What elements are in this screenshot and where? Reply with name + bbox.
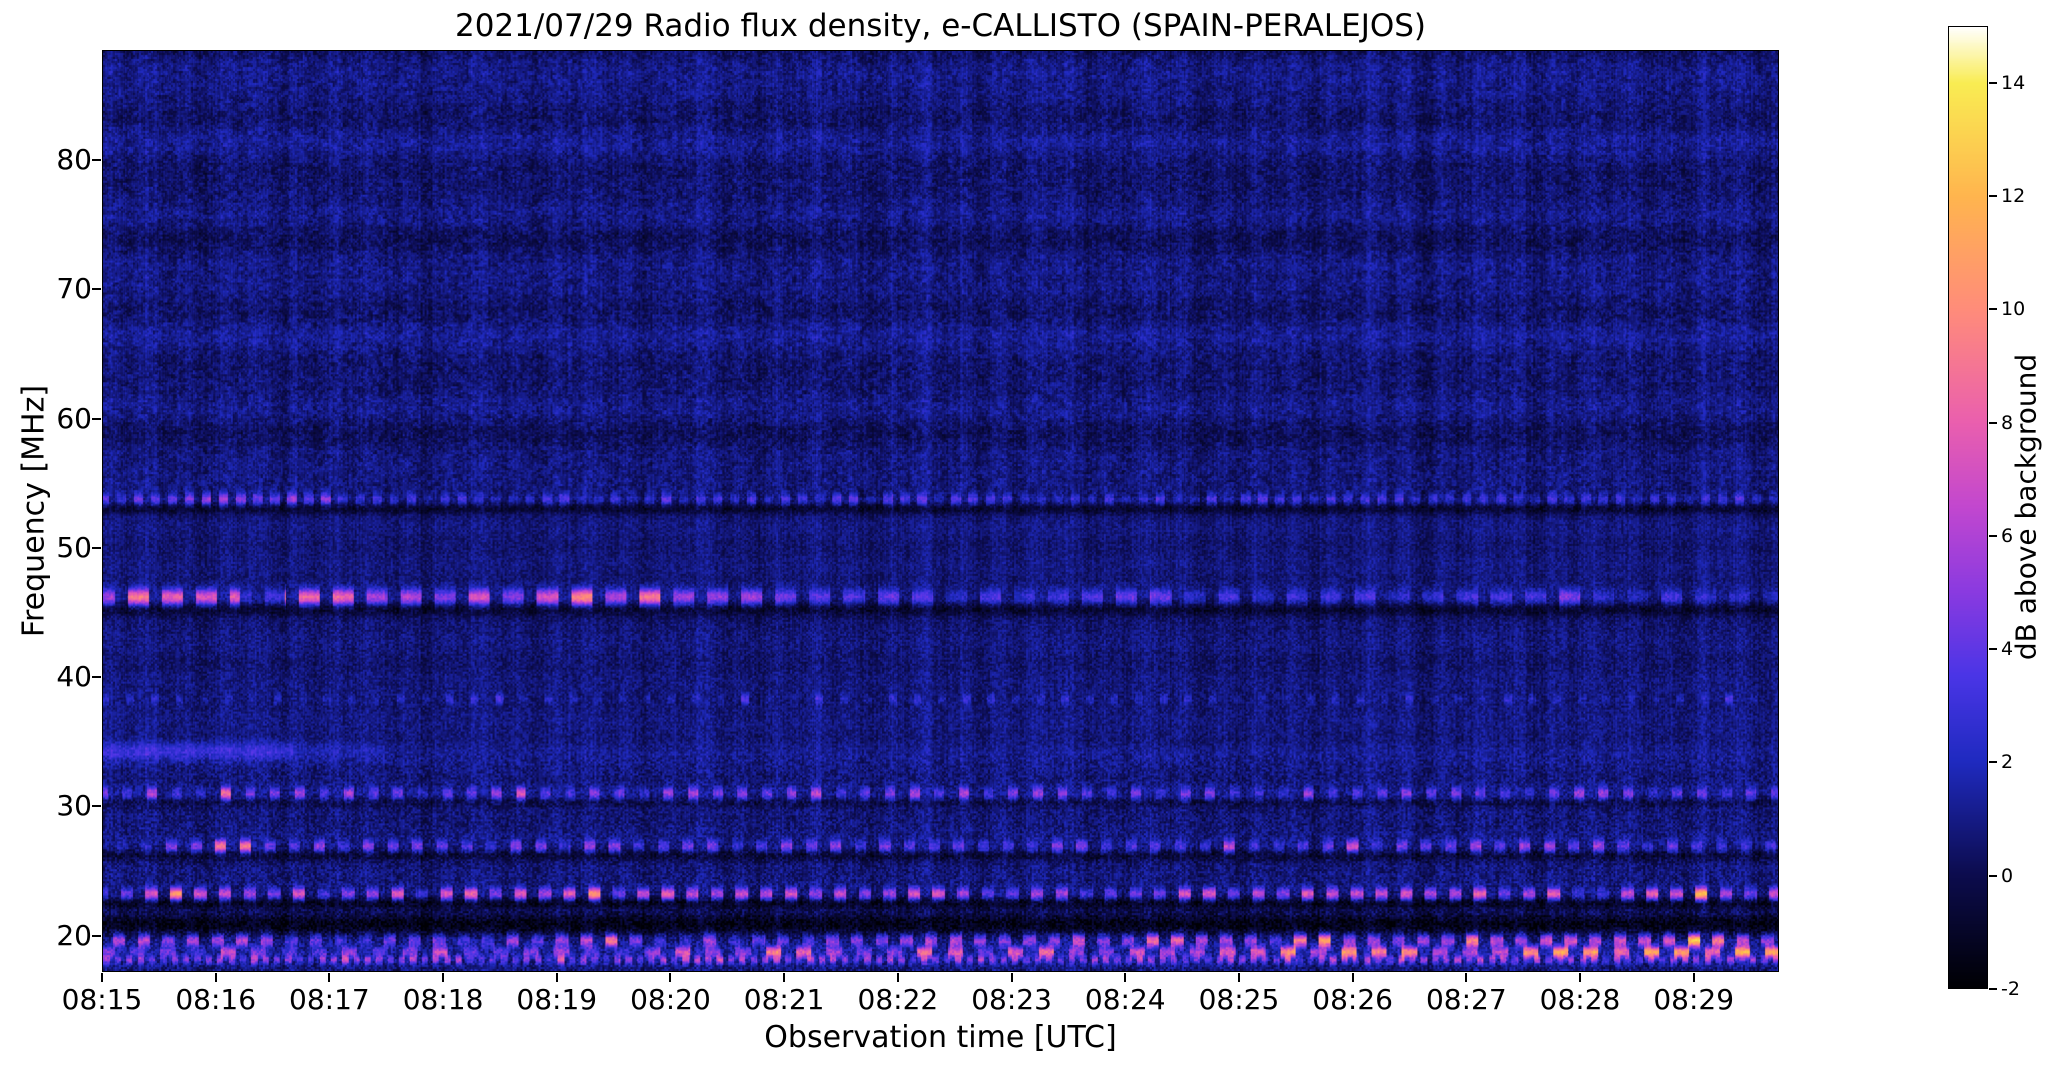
x-tick-mark <box>1124 973 1127 982</box>
y-tick-mark <box>92 934 101 937</box>
x-axis-label: Observation time [UTC] <box>764 1020 1117 1055</box>
x-tick-label: 08:22 <box>857 983 939 1016</box>
x-tick-mark <box>669 973 672 982</box>
x-tick-label: 08:28 <box>1539 983 1621 1016</box>
x-tick-label: 08:18 <box>402 983 484 1016</box>
colorbar-tick-label: 10 <box>2001 298 2026 321</box>
x-tick-mark <box>328 973 331 982</box>
y-tick-label: 50 <box>56 530 92 564</box>
x-tick-mark <box>555 973 558 982</box>
x-tick-label: 08:24 <box>1084 983 1166 1016</box>
y-tick-label: 40 <box>56 660 92 694</box>
colorbar-tick-mark <box>1989 761 1997 764</box>
y-tick-mark <box>92 158 101 161</box>
y-tick-label: 80 <box>56 142 92 176</box>
colorbar-tick-mark <box>1989 81 1997 84</box>
colorbar-gradient <box>1949 27 1987 988</box>
x-tick-label: 08:23 <box>971 983 1052 1016</box>
x-tick-mark <box>1010 973 1013 982</box>
y-tick-label: 60 <box>56 401 92 435</box>
x-tick-label: 08:16 <box>175 983 257 1016</box>
x-tick-label: 08:20 <box>630 983 711 1016</box>
colorbar-tick-mark <box>1989 308 1997 311</box>
x-tick-mark <box>1579 973 1582 982</box>
x-tick-label: 08:15 <box>61 983 143 1016</box>
colorbar <box>1948 26 1988 989</box>
x-tick-label: 08:25 <box>1198 983 1280 1016</box>
colorbar-tick-label: 14 <box>2001 71 2026 94</box>
x-tick-mark <box>1237 973 1240 982</box>
y-tick-mark <box>92 805 101 808</box>
x-tick-label: 08:17 <box>289 983 370 1016</box>
y-tick-label: 20 <box>56 918 92 952</box>
colorbar-tick-mark <box>1989 648 1997 651</box>
x-tick-mark <box>1465 973 1468 982</box>
y-tick-mark <box>92 676 101 679</box>
colorbar-tick-label: -2 <box>2001 978 2020 1000</box>
colorbar-tick-mark <box>1989 534 1997 537</box>
chart-title: 2021/07/29 Radio flux density, e-CALLIST… <box>454 8 1427 44</box>
colorbar-tick-label: 2 <box>2001 751 2014 774</box>
x-tick-label: 08:27 <box>1425 983 1507 1016</box>
y-tick-mark <box>92 417 101 420</box>
x-tick-label: 08:21 <box>743 983 825 1016</box>
colorbar-tick-label: 4 <box>2001 638 2014 661</box>
x-tick-mark <box>1351 973 1354 982</box>
colorbar-tick-label: 0 <box>2001 864 2014 887</box>
x-tick-mark <box>214 973 217 982</box>
colorbar-tick-label: 8 <box>2001 411 2014 434</box>
y-tick-mark <box>92 288 101 291</box>
colorbar-tick-mark <box>1989 421 1997 424</box>
spectrogram-heatmap <box>103 51 1778 971</box>
x-tick-mark <box>442 973 445 982</box>
colorbar-tick-mark <box>1989 988 1997 990</box>
colorbar-label: dB above background <box>2009 353 2043 661</box>
colorbar-tick-label: 12 <box>2001 184 2026 207</box>
x-tick-mark <box>783 973 786 982</box>
x-tick-label: 08:26 <box>1312 983 1393 1016</box>
x-tick-label: 08:29 <box>1653 983 1735 1016</box>
colorbar-tick-mark <box>1989 874 1997 877</box>
plot-area <box>102 50 1779 972</box>
colorbar-tick-label: 6 <box>2001 524 2014 547</box>
y-tick-label: 70 <box>56 272 92 306</box>
x-tick-mark <box>101 973 103 982</box>
y-tick-mark <box>92 546 101 549</box>
y-tick-label: 30 <box>56 789 92 823</box>
colorbar-tick-mark <box>1989 194 1997 197</box>
x-tick-label: 08:19 <box>516 983 598 1016</box>
x-tick-mark <box>1692 973 1695 982</box>
x-tick-mark <box>896 973 899 982</box>
